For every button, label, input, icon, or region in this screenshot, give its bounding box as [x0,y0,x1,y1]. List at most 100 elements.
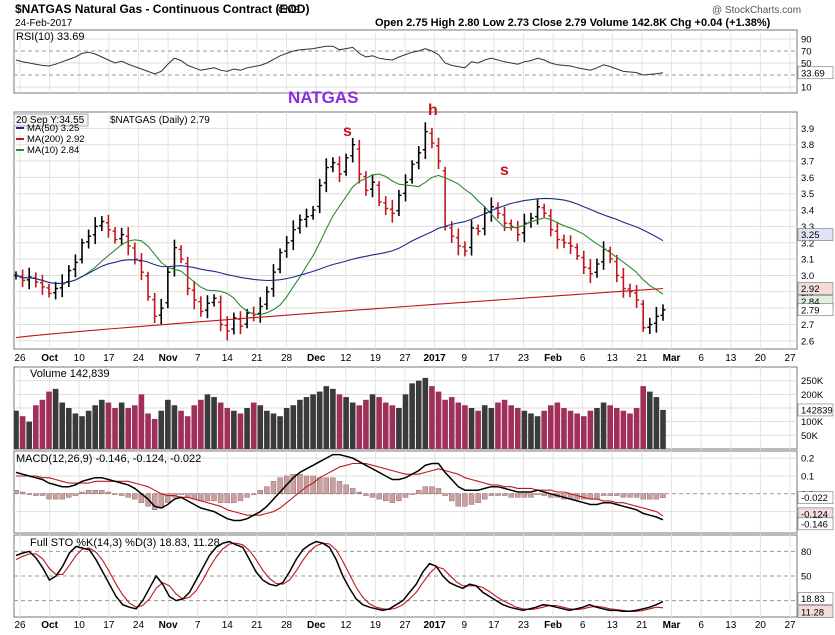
ma-legend-entry: MA(200) 2.92 [27,134,85,145]
x-tick-label-price: 28 [281,353,293,364]
x-tick-label-price: 21 [251,353,263,364]
svg-text:33.69: 33.69 [801,68,825,79]
rsi-value-tag: 33.69 [797,66,834,79]
price-bar [389,199,395,223]
macd-histogram-bar [59,493,65,500]
macd-histogram-bar [290,473,296,494]
macd-histogram-bar [310,475,316,494]
macd-histogram-bar [19,491,26,494]
macd-histogram-bar [105,491,112,494]
x-tick-label-price: 19 [370,353,382,364]
price-bar [469,220,475,256]
price-value-tag-close: 2.79 [797,303,834,316]
volume-bar [521,410,528,449]
stoch-label: Full STO %K(14,3) %D(3) 18.83, 11.28 [30,537,220,549]
stoch-tick-label: 80 [801,547,812,558]
price-bar [165,266,171,309]
left-shoulder-annotation: s [343,123,352,140]
macd-histogram-bar [488,493,495,496]
volume-bar [620,410,627,449]
price-tick-label: 3.4 [801,206,814,217]
svg-text:2.92: 2.92 [801,284,820,295]
price-bar [416,146,422,170]
macd-histogram-bar [607,493,613,496]
price-value-tag-ma50: 3.25 [797,228,834,241]
macd-histogram-bar [297,473,303,494]
stoch-k-value-tag: 18.83 [797,592,834,605]
volume-bar [534,416,541,449]
price-bar [112,227,118,244]
macd-histogram-bar [46,493,52,500]
volume-bar [244,408,250,449]
macd-histogram-bar [482,493,488,500]
rsi-line [15,45,664,76]
volume-tick-label: 200K [801,390,824,401]
x-tick-label-price: Mar [663,353,681,364]
price-bar [39,274,45,295]
macd-histogram-bar [132,493,138,500]
macd-histogram-bar [316,477,323,494]
volume-bar [600,402,607,449]
macd-histogram-bar [429,486,435,494]
volume-tick-label: 100K [801,417,824,428]
x-tick-label-bottom: 2017 [423,620,446,631]
x-tick-label-price: 6 [698,353,704,364]
x-tick-label-bottom: 7 [195,620,201,631]
volume-bar [257,405,264,449]
volume-bar [158,410,165,449]
volume-bar [191,405,198,449]
price-bar [337,156,342,183]
macd-histogram-bar [224,493,230,503]
volume-bar [165,399,171,449]
svg-text:18.83: 18.83 [801,594,825,605]
macd-histogram-bar [363,493,369,496]
x-tick-label-bottom: 17 [488,620,500,631]
ma200-line [15,287,664,339]
price-bar [26,267,32,290]
price-bar [422,122,428,159]
chart-date: 24-Feb-2017 [15,18,73,29]
volume-bar [330,388,336,449]
volume-bar [198,399,204,449]
x-tick-label-bottom: 28 [281,620,293,631]
volume-bar [59,402,66,449]
crosshair-tooltip-box [13,113,89,127]
volume-bar [92,405,99,449]
macd-histogram-bar [528,493,534,498]
price-bar [178,245,184,264]
volume-bar [171,405,178,449]
volume-bar [237,413,244,449]
macd-histogram-bar [614,493,620,496]
x-tick-label-price: 2017 [423,353,446,364]
price-tick-label: 3.5 [801,189,814,200]
price-tick-label: 3.1 [801,255,814,266]
price-tick-label: 3.3 [801,222,814,233]
x-tick-label-bottom: 12 [340,620,352,631]
macd-histogram-bar [39,493,46,496]
x-tick-label-price: 12 [340,353,352,364]
volume-bar [211,397,217,449]
macd-histogram-bar [633,493,640,498]
macd-histogram-bar [330,477,336,494]
price-tick-label: 3.8 [801,140,814,151]
macd-histogram-bar [158,493,164,509]
svg-text:-0.124: -0.124 [801,509,828,520]
volume-bar [495,402,501,449]
macd-histogram-bar [449,493,455,502]
volume-bar [415,380,422,449]
price-bar [211,294,217,307]
macd-histogram-bar [33,493,39,496]
volume-bar [112,408,118,449]
macd-histogram-bar [402,493,409,498]
svg-text:142839: 142839 [801,405,833,416]
volume-bar [336,394,343,449]
macd-histogram-bar [541,493,547,496]
natgas-annotation: NATGAS [288,88,359,107]
price-bar [46,283,52,298]
x-tick-label-price: 23 [518,353,530,364]
price-bar [370,174,376,198]
price-bar [640,300,646,332]
rsi-label: RSI(10) 33.69 [16,31,84,43]
volume-bar [33,405,39,449]
